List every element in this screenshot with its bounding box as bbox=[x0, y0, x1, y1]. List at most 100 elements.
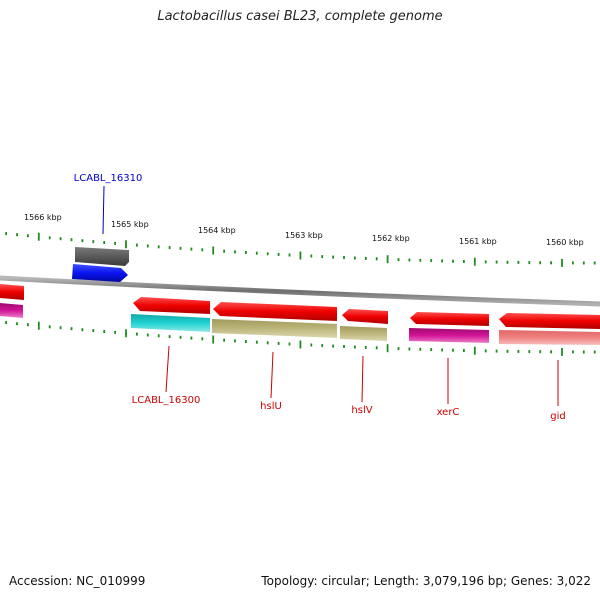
outer-scale-tick bbox=[37, 232, 40, 241]
inner-scale-tick bbox=[168, 335, 171, 339]
outer-scale-tick bbox=[81, 239, 84, 243]
cds-gid[interactable] bbox=[499, 330, 600, 345]
outer-scale-tick bbox=[375, 257, 378, 261]
scale-label-1560: 1560 kbp bbox=[546, 238, 584, 247]
inner-scale-tick bbox=[212, 335, 215, 344]
inner-scale-tick bbox=[5, 321, 7, 325]
inner-scale-tick bbox=[561, 347, 563, 356]
inner-scale-tick bbox=[288, 342, 291, 346]
inner-scale-tick bbox=[495, 349, 498, 353]
outer-scale-tick bbox=[386, 255, 389, 264]
outer-scale-tick bbox=[495, 260, 498, 264]
outer-scale-tick bbox=[255, 251, 258, 255]
outer-scale-tick bbox=[245, 251, 247, 254]
gene-LCABL-16300-arrow[interactable] bbox=[133, 297, 210, 314]
gene-label-gid[interactable]: gid bbox=[550, 411, 565, 422]
outer-scale-tick bbox=[114, 241, 116, 245]
inner-scale-tick bbox=[408, 347, 411, 351]
scale-ticks-outer bbox=[5, 232, 596, 267]
outer-scale-tick bbox=[48, 236, 51, 240]
gene-left-edge-1[interactable] bbox=[0, 284, 24, 300]
inner-scale-tick bbox=[375, 346, 378, 350]
outer-scale-tick bbox=[59, 237, 62, 241]
inner-scale-tick bbox=[234, 339, 236, 343]
outer-scale-tick bbox=[5, 232, 7, 236]
feature-gray-LCABL-16310[interactable] bbox=[75, 247, 129, 266]
inner-scale-tick bbox=[582, 350, 585, 354]
inner-scale-tick bbox=[484, 349, 487, 353]
inner-scale-tick bbox=[223, 338, 225, 342]
outer-scale-tick bbox=[321, 255, 324, 259]
genome-backbone bbox=[0, 275, 600, 307]
gene-hslU-arrow[interactable] bbox=[213, 302, 337, 321]
gene-label-LCABL-16300[interactable]: LCABL_16300 bbox=[132, 395, 201, 406]
inner-scale-tick bbox=[452, 348, 454, 352]
outer-scale-tick bbox=[506, 260, 509, 264]
cds-hslV[interactable] bbox=[340, 326, 387, 341]
inner-scale-tick bbox=[364, 345, 367, 349]
leader-hslV bbox=[361, 355, 364, 403]
inner-scale-tick bbox=[27, 323, 29, 327]
gene-hslV-arrow[interactable] bbox=[342, 309, 388, 324]
inner-scale-tick bbox=[397, 347, 400, 351]
scale-label-1564: 1564 kbp bbox=[198, 226, 236, 235]
inner-scale-tick bbox=[354, 345, 356, 349]
outer-scale-tick bbox=[157, 245, 160, 249]
outer-scale-tick bbox=[364, 256, 367, 260]
inner-scale-tick bbox=[593, 350, 596, 354]
inner-scale-tick bbox=[528, 350, 531, 354]
outer-scale-tick bbox=[473, 257, 476, 266]
cds-xerC[interactable] bbox=[409, 328, 489, 343]
outer-scale-tick bbox=[212, 246, 215, 255]
gene-gid-arrow[interactable] bbox=[499, 313, 600, 329]
inner-scale-tick bbox=[441, 348, 443, 352]
outer-scale-tick bbox=[572, 261, 574, 265]
scale-label-1562: 1562 kbp bbox=[372, 234, 410, 243]
inner-scale-tick bbox=[266, 341, 269, 345]
outer-scale-tick bbox=[430, 259, 433, 263]
gene-label-hslV[interactable]: hslV bbox=[351, 405, 372, 416]
gene-LCABL-16310-arrow[interactable] bbox=[72, 264, 128, 282]
inner-scale-tick bbox=[103, 330, 106, 333]
inner-scale-tick bbox=[16, 322, 18, 326]
outer-scale-tick bbox=[70, 238, 73, 242]
outer-scale-tick bbox=[103, 241, 106, 244]
inner-scale-tick bbox=[332, 344, 334, 348]
outer-scale-tick bbox=[517, 260, 520, 264]
scale-label-1563: 1563 kbp bbox=[285, 231, 323, 240]
inner-scale-tick bbox=[146, 333, 149, 337]
outer-scale-tick bbox=[593, 261, 596, 265]
outer-scale-tick bbox=[92, 240, 95, 244]
gene-label-hslU[interactable]: hslU bbox=[260, 401, 282, 412]
outer-scale-tick bbox=[190, 247, 193, 251]
outer-scale-tick bbox=[561, 258, 563, 267]
inner-scale-tick bbox=[539, 350, 542, 354]
outer-scale-tick bbox=[354, 256, 356, 260]
outer-scale-tick bbox=[452, 259, 454, 263]
inner-scale-tick bbox=[125, 329, 127, 338]
outer-scale-tick bbox=[234, 250, 236, 254]
scale-label-1565: 1565 kbp bbox=[111, 220, 149, 229]
outer-scale-tick bbox=[310, 254, 313, 258]
inner-scale-tick bbox=[255, 340, 258, 344]
cds-hslU[interactable] bbox=[212, 319, 337, 338]
gene-label-xerC[interactable]: xerC bbox=[437, 407, 460, 418]
outer-scale-tick bbox=[125, 240, 127, 249]
outer-scale-tick bbox=[484, 260, 487, 264]
leader-LCABL-16310 bbox=[102, 185, 105, 235]
inner-scale-tick bbox=[343, 345, 345, 348]
outer-scale-tick bbox=[168, 246, 171, 250]
inner-scale-tick bbox=[201, 337, 204, 341]
outer-scale-tick bbox=[288, 253, 291, 257]
gene-xerC-arrow[interactable] bbox=[410, 312, 489, 326]
outer-scale-tick bbox=[441, 259, 443, 263]
inner-scale-tick bbox=[157, 334, 160, 338]
cds-LCABL-16300[interactable] bbox=[131, 314, 210, 332]
gene-label-LCABL-16310[interactable]: LCABL_16310 bbox=[74, 173, 143, 184]
outer-scale-tick bbox=[266, 252, 269, 256]
inner-scale-tick bbox=[37, 321, 40, 330]
cds-left-edge-1[interactable] bbox=[0, 303, 23, 318]
inner-scale-tick bbox=[310, 343, 313, 347]
inner-scale-tick bbox=[473, 346, 476, 355]
